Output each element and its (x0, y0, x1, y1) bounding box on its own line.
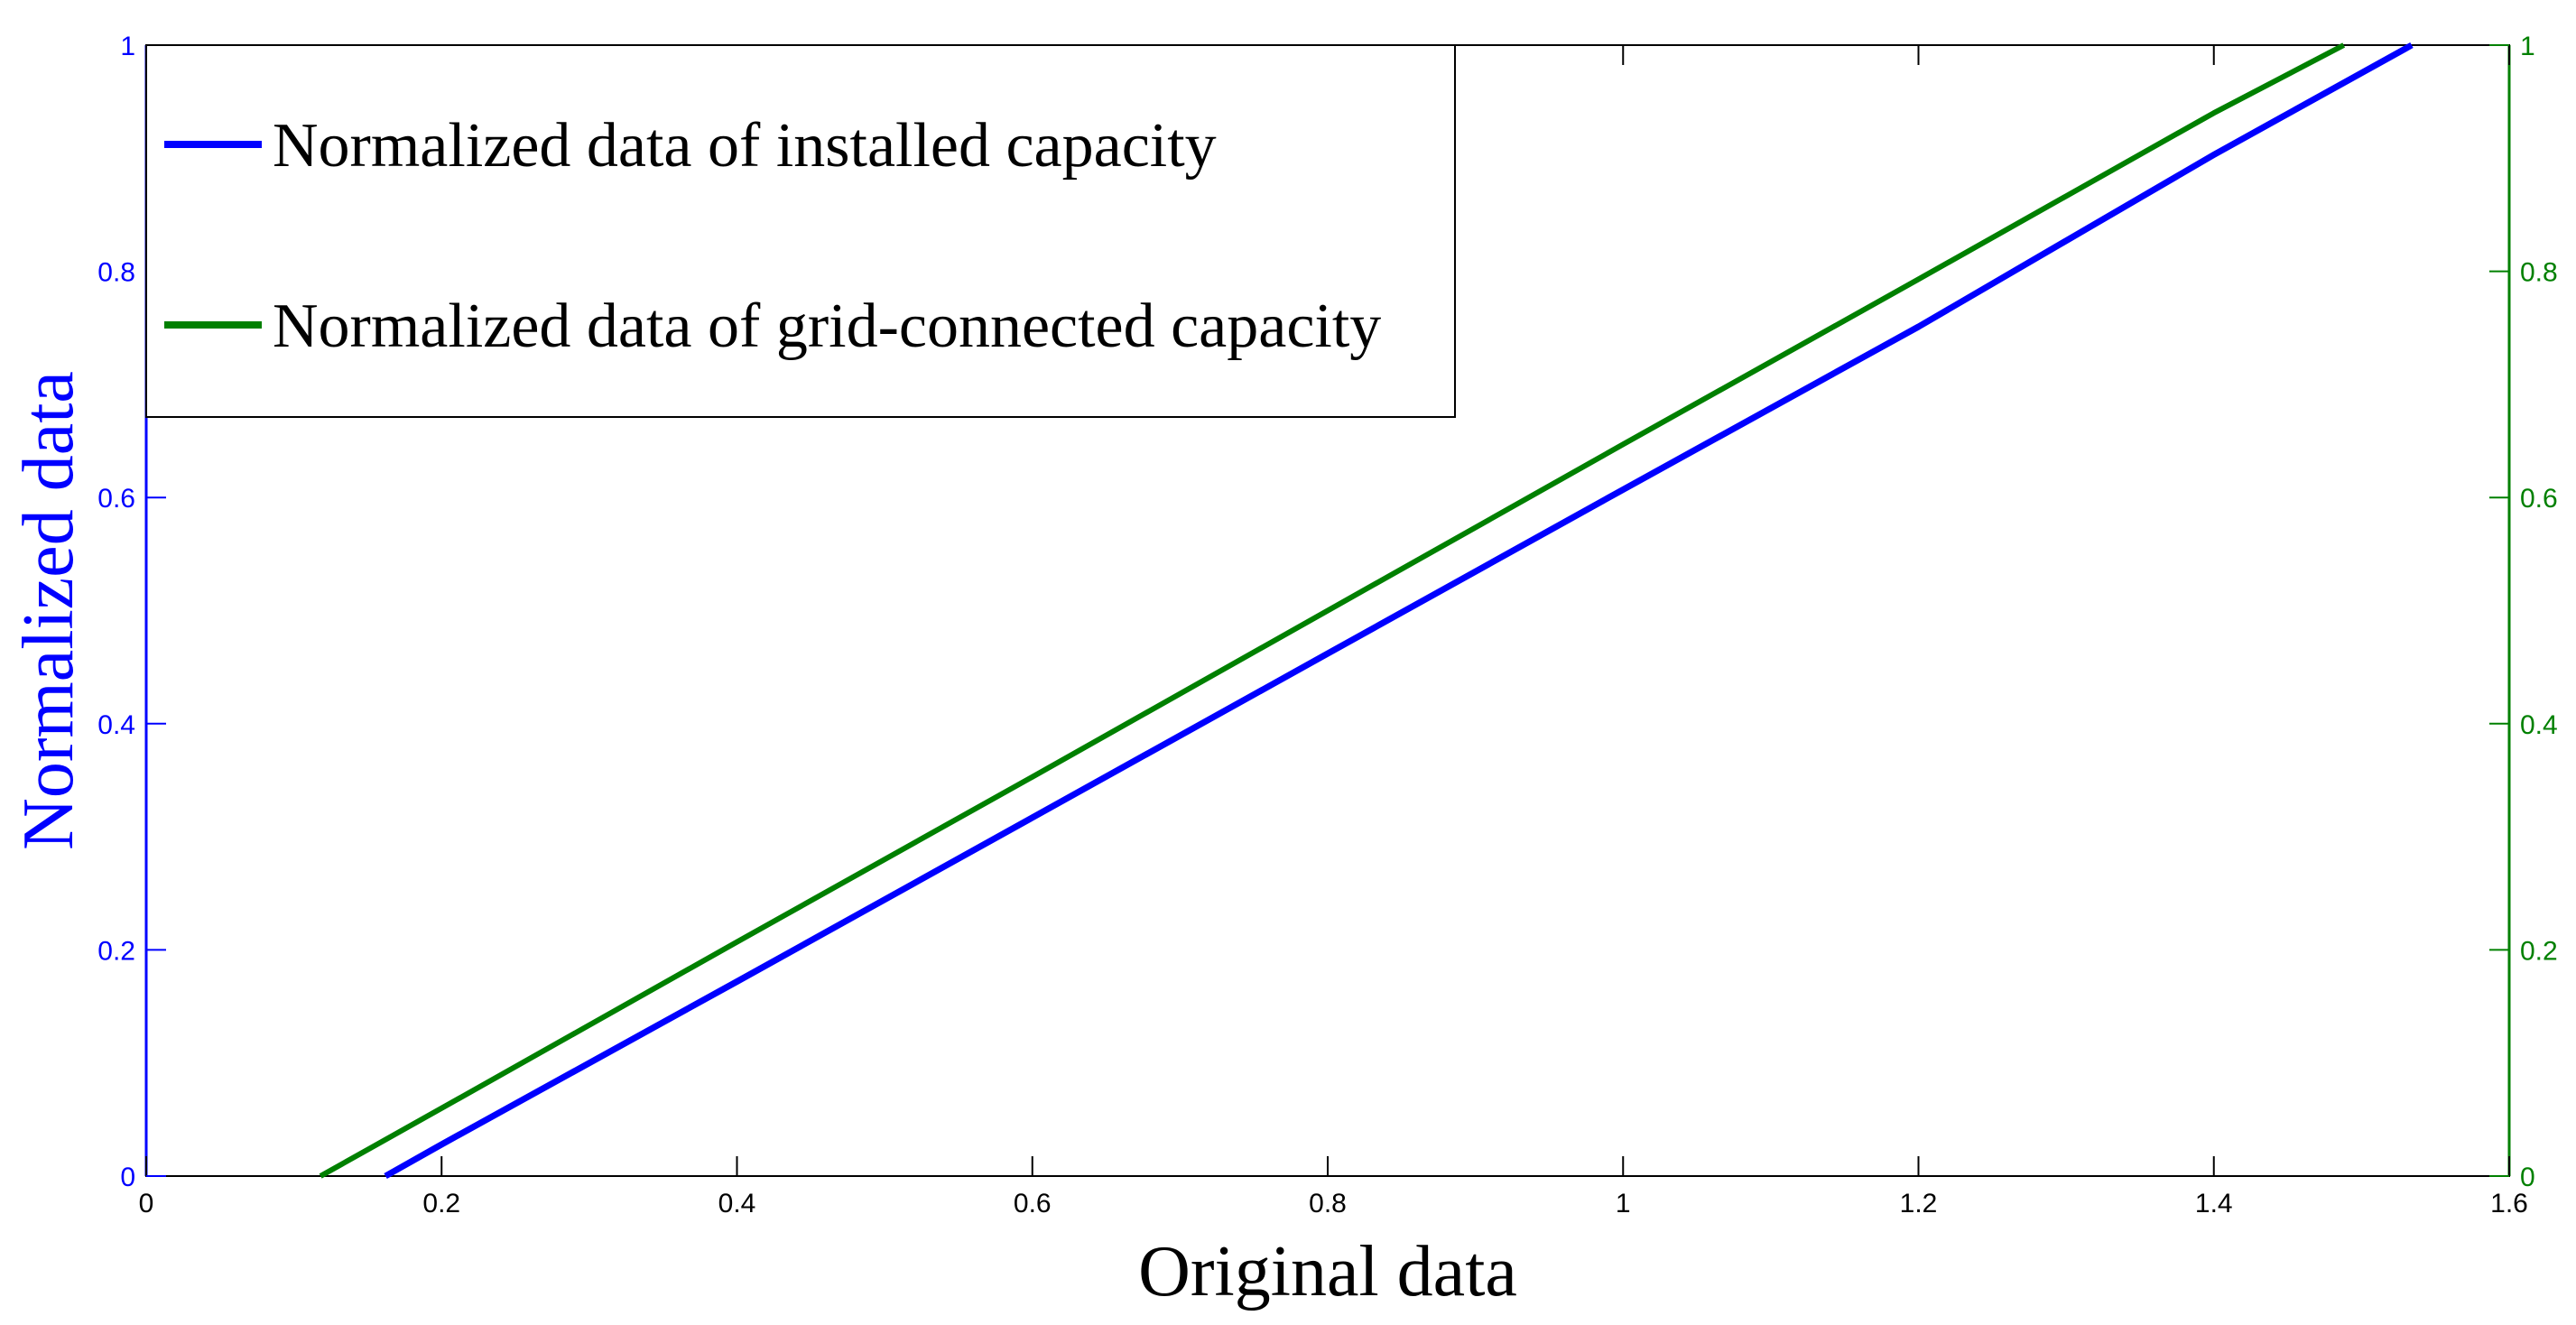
y-left-tick-label: 0 (120, 1163, 135, 1192)
y-right-tick-label: 0.6 (2520, 484, 2558, 514)
y-right-tick-label: 0.2 (2520, 936, 2558, 966)
y-right-tick-label: 1 (2520, 32, 2535, 61)
x-tick-label: 0.6 (1014, 1189, 1052, 1218)
y-right-tick-label: 0.8 (2520, 258, 2558, 288)
series-layer (319, 42, 2414, 1180)
legend-label-1: Normalized data of grid-connected capaci… (273, 292, 1381, 361)
legend: Normalized data of installed capacity Nor… (145, 44, 1456, 418)
x-tick-label: 0.8 (1309, 1189, 1347, 1218)
y-axis-title: Normalized data (9, 371, 88, 850)
legend-box (145, 44, 1456, 418)
y-left-tick-label: 0.4 (97, 710, 135, 740)
x-axis-title: Original data (1138, 1232, 1517, 1311)
x-tick-label: 0 (139, 1189, 154, 1218)
y-left-tick-label: 0.6 (97, 484, 135, 514)
y-right-tick-label: 0 (2520, 1163, 2535, 1192)
y-left-tick-label: 0.8 (97, 258, 135, 288)
x-axis-ticks: 0 0.2 0.4 0.6 0.8 1 1.2 1.4 1.6 (139, 45, 2528, 1218)
series-line-1 (319, 42, 2346, 1179)
x-tick-label: 1 (1616, 1189, 1631, 1218)
x-tick-label: 0.4 (718, 1189, 756, 1218)
x-tick-label: 1.2 (1900, 1189, 1938, 1218)
legend-label-0: Normalized data of installed capacity (273, 111, 1217, 181)
y-left-tick-label: 1 (120, 32, 135, 61)
x-tick-label: 1.6 (2490, 1189, 2528, 1218)
x-tick-label: 0.2 (422, 1189, 460, 1218)
y-right-tick-label: 0.4 (2520, 710, 2558, 740)
y-axis-left-ticks: 0 0.2 0.4 0.6 0.8 1 (97, 32, 166, 1192)
x-tick-label: 1.4 (2195, 1189, 2233, 1218)
series-line-0 (384, 42, 2414, 1180)
y-left-tick-label: 0.2 (97, 936, 135, 966)
y-axis-right-ticks: 0 0.2 0.4 0.6 0.8 1 (2489, 32, 2558, 1192)
